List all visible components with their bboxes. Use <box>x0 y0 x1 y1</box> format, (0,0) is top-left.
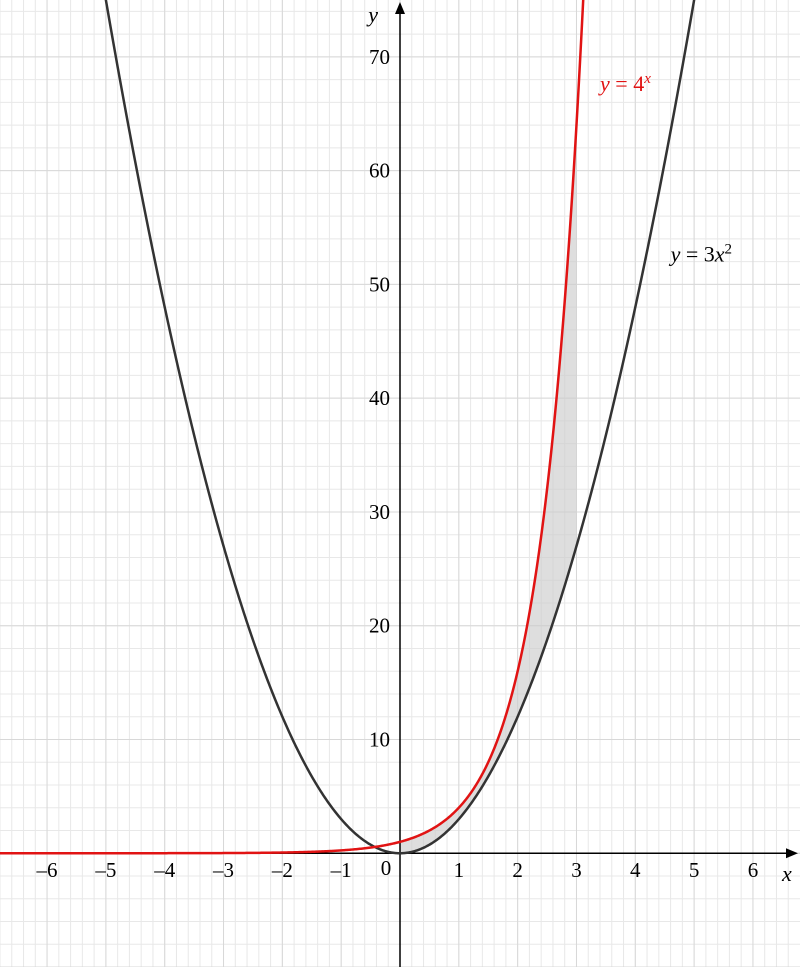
x-tick: –5 <box>94 858 116 882</box>
y-tick: 40 <box>369 386 390 410</box>
fn-label-exponential: y = 4x <box>598 71 651 96</box>
x-tick: –4 <box>153 858 176 882</box>
fn-label-parabola: y = 3x2 <box>669 242 732 267</box>
y-tick: 30 <box>369 500 390 524</box>
x-tick: –1 <box>330 858 352 882</box>
x-tick: 5 <box>689 858 700 882</box>
x-tick: –3 <box>212 858 234 882</box>
x-tick: –6 <box>36 858 58 882</box>
axes <box>0 2 798 967</box>
x-tick-0: 0 <box>381 856 392 880</box>
x-tick: 4 <box>630 858 641 882</box>
y-axis-label: y <box>366 2 378 27</box>
x-tick: 2 <box>512 858 523 882</box>
x-tick: 6 <box>748 858 759 882</box>
x-tick: 1 <box>454 858 465 882</box>
x-tick: –2 <box>271 858 293 882</box>
x-axis-label: x <box>781 861 792 886</box>
chart-svg: –6 –5 –4 –3 –2 –1 0 1 2 3 4 5 6 10 20 30 40 50 60 70 x y y = 4… <box>0 0 800 967</box>
chart-container: –6 –5 –4 –3 –2 –1 0 1 2 3 4 5 6 10 20 30 40 50 60 70 x y y = 4… <box>0 0 800 967</box>
y-tick: 60 <box>369 159 390 183</box>
y-tick: 50 <box>369 272 390 296</box>
y-tick: 20 <box>369 614 390 638</box>
y-tick: 70 <box>369 45 390 69</box>
y-tick: 10 <box>369 727 390 751</box>
x-tick: 3 <box>571 858 582 882</box>
